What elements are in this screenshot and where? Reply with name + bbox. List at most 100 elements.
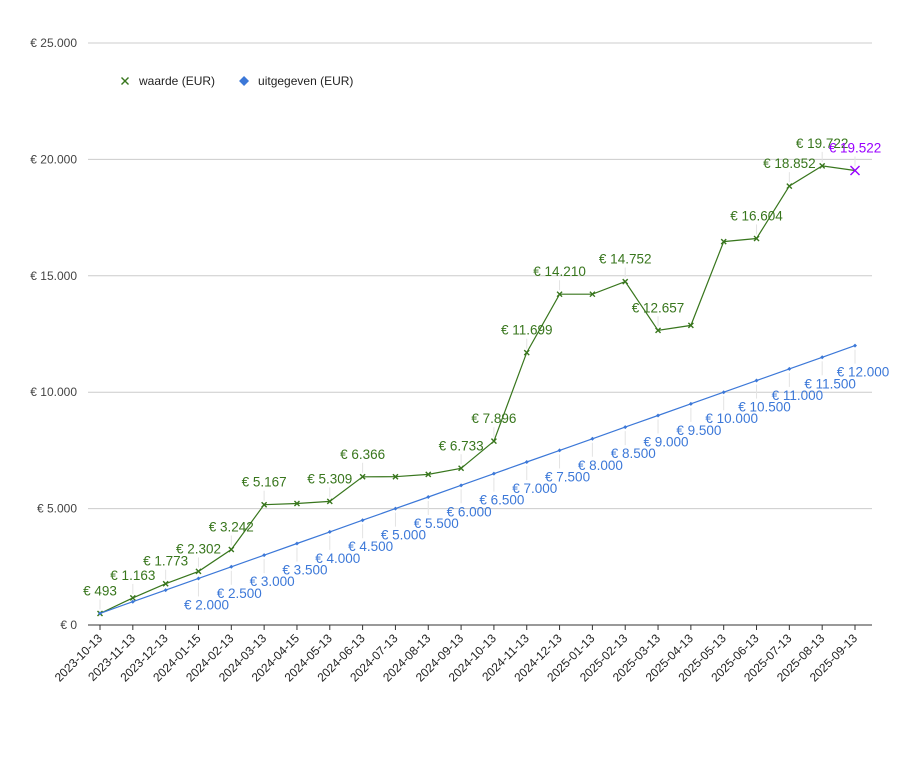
data-point [853,343,857,348]
legend-label: uitgegeven (EUR) [258,74,353,88]
data-point [195,568,202,575]
data-label: € 7.500 [545,469,590,484]
marker-stroke [687,322,694,329]
data-point [426,494,431,499]
data-point [293,500,300,507]
data-label: € 6.500 [479,493,524,508]
data-point [820,355,825,360]
data-point [425,471,432,478]
data-label: € 5.500 [414,516,459,531]
marker-stroke [523,349,530,356]
data-point [524,460,529,465]
legend-marker [121,77,129,85]
data-label: € 4.000 [315,551,360,566]
data-label: € 6.366 [340,447,385,462]
data-point [590,436,595,441]
marker-stroke [622,278,629,285]
data-point [326,498,333,505]
data-point [491,471,496,476]
data-point [359,473,366,480]
marker-stroke [490,438,497,445]
y-tick-label: € 10.000 [30,385,77,399]
data-point [787,366,792,371]
data-point [392,473,399,480]
marker-stroke [556,291,563,298]
data-label: € 3.500 [282,563,327,578]
data-point [490,438,497,445]
data-label: € 9.000 [644,434,689,449]
data-point [622,278,629,285]
y-axis-ticks: € 0 € 5.000 € 10.000 € 15.000 € 20.000 € 25.0… [30,36,77,632]
marker-stroke [359,473,366,480]
data-point [720,238,727,245]
data-label: € 7.896 [471,411,516,426]
data-label: € 11.000 [772,388,824,403]
data-label: € 12.657 [632,300,685,315]
data-point [786,183,793,190]
data-label: € 12.000 [837,365,890,380]
data-point [130,599,135,604]
data-point [557,448,562,453]
y-tick-label: € 25.000 [30,36,77,50]
data-label: € 8.500 [611,446,656,461]
data-point [229,564,234,569]
data-label: € 5.000 [381,528,426,543]
data-label: € 6.733 [439,438,484,453]
series-line-0 [99,165,856,615]
marker-stroke [293,500,300,507]
data-point [163,588,168,593]
data-label: € 11.699 [501,323,553,338]
data-label: € 5.309 [307,471,352,486]
marker-stroke [753,235,760,242]
y-tick-label: € 15.000 [30,269,77,283]
data-point [162,580,169,587]
highlight-marker [850,165,860,176]
marker-stroke [786,183,793,190]
marker-stroke [129,594,136,601]
data-point [589,291,596,298]
data-point [393,506,398,511]
marker-stroke [819,162,826,169]
data-label: € 493 [83,584,117,599]
y-tick-label: € 20.000 [30,152,77,166]
data-point [523,349,530,356]
data-label: € 18.852 [763,156,816,171]
data-label: € 11.500 [804,376,856,391]
data-label: € 2.000 [184,597,229,612]
data-label: € 1.163 [110,568,155,583]
data-point [228,546,235,553]
marker-stroke [655,327,662,334]
data-point [327,529,332,534]
marker-stroke [228,546,235,553]
gridlines [88,42,872,626]
marker-stroke [392,473,399,480]
y-tick-label: € 0 [60,618,77,632]
data-point [721,390,726,395]
data-point [754,378,759,383]
data-point [458,465,465,472]
legend-label: waarde (EUR) [138,74,215,88]
data-label: € 8.000 [578,458,623,473]
data-point [261,501,268,508]
data-point [129,594,136,601]
data-label: € 14.210 [533,264,586,279]
legend: waarde (EUR) uitgegeven (EUR) [121,74,353,88]
data-point [753,235,760,242]
data-label: € 10.000 [705,411,758,426]
data-point [556,291,563,298]
data-point [655,327,662,334]
data-point [360,518,365,523]
x-axis-ticks: 2023-10-132023-11-132023-12-132024-01-15… [52,625,860,685]
data-label: € 5.167 [242,475,287,490]
legend-marker [239,76,250,86]
marker-stroke [720,238,727,245]
marker-stroke [326,498,333,505]
data-label: € 19.522 [829,141,882,156]
data-label: € 4.500 [348,539,393,554]
marker-stroke [162,580,169,587]
data-label: € 10.500 [738,400,791,415]
data-label: € 1.773 [143,554,188,569]
data-point [98,611,102,616]
marker-stroke [195,568,202,575]
